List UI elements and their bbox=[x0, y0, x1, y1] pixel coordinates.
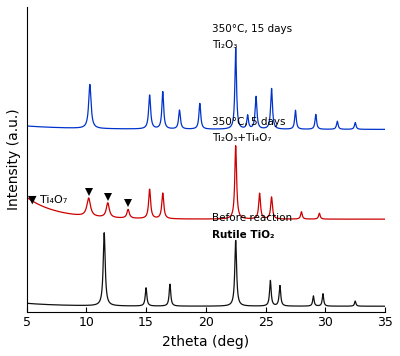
Y-axis label: Intensity (a.u.): Intensity (a.u.) bbox=[7, 109, 21, 210]
Text: 350°C, 5 days: 350°C, 5 days bbox=[212, 117, 285, 127]
Text: Ti₂O₃: Ti₂O₃ bbox=[212, 41, 237, 51]
X-axis label: 2theta (deg): 2theta (deg) bbox=[162, 335, 249, 349]
Text: Rutile TiO₂: Rutile TiO₂ bbox=[212, 230, 274, 240]
Text: Ti₂O₃+Ti₄O₇: Ti₂O₃+Ti₄O₇ bbox=[212, 133, 271, 143]
Text: Before reaction: Before reaction bbox=[212, 213, 292, 223]
Text: 350°C, 15 days: 350°C, 15 days bbox=[212, 24, 292, 34]
Text: ▼ Ti₄O₇: ▼ Ti₄O₇ bbox=[28, 195, 68, 205]
